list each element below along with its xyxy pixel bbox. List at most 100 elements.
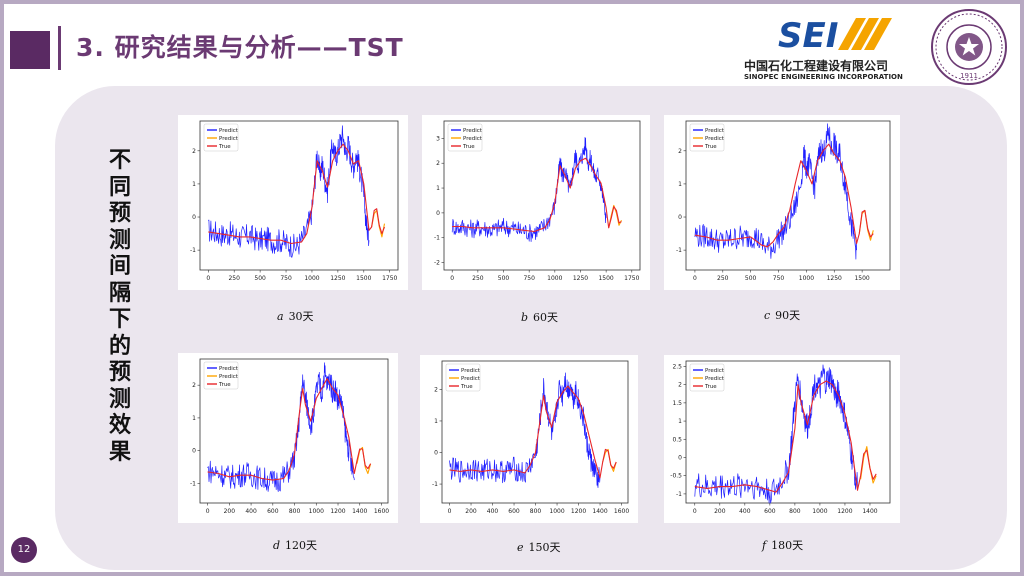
caption-e: e 150天 [517,541,561,554]
legend-box [203,123,239,152]
legend-box [447,123,483,152]
x-tick-label: 600 [267,508,279,515]
x-tick-label: 1500 [598,275,613,282]
x-tick-label: 1000 [304,275,319,282]
series-line-predict [694,364,858,504]
legend-label: Predict [705,128,725,134]
caption-d: d 120天 [273,539,318,552]
vertical-heading: 不同预测间隔下的预测效果 [108,148,131,465]
legend-label: Predict [705,136,725,142]
x-tick-label: 1600 [614,508,629,515]
page-number: 12 [11,537,37,563]
y-tick-label: 0 [678,214,682,221]
legend-label: Predict [705,376,725,382]
sei-logo-mark: SEI [778,16,838,56]
x-tick-label: 1250 [573,275,588,282]
x-tick-label: 1000 [549,508,564,515]
chart-card-c: 0 250 500 750 1000 1250 1500 -1 0 1 2 Predict Predic… [664,115,900,290]
x-tick-label: 750 [280,275,292,282]
x-tick-label: 500 [254,275,266,282]
y-tick-label: -1 [434,235,440,242]
chart-legend: Predict Predict True [203,361,239,390]
x-tick-label: 0 [693,508,697,515]
legend-label: Predict [219,366,239,372]
y-tick-label: 2 [436,160,440,167]
chart-card-f: 0 200 400 600 800 1000 1200 1400 -1 -0.5 0 0.5 1 1.5 2… [664,355,900,523]
caption-f: f 180天 [762,539,804,552]
chart-svg: 0 250 500 750 1000 1250 1500-1012PredictPredic… [676,120,891,282]
y-tick-label: 1 [678,418,682,425]
series-line-true [694,143,874,248]
legend-label: True [218,382,231,388]
chart-card-b: 0 250 500 750 1000 1250 1500 1750 -2 -1 0 1 2 3 Predic… [422,115,650,290]
x-tick-label: 1200 [837,508,852,515]
legend-label: True [462,144,475,150]
x-tick-label: 1500 [356,275,371,282]
legend-label: True [460,384,473,390]
company-name-cn: 中国石化工程建设有限公司 [744,59,889,73]
y-tick-label: -1 [432,481,438,488]
title-divider [58,26,61,70]
legend-label: True [704,384,717,390]
series-line-true [207,378,372,481]
x-tick-label: 1400 [592,508,607,515]
x-tick-label: 1200 [571,508,586,515]
series-line-predict [207,362,355,492]
y-tick-label: 1 [434,418,438,425]
y-tick-label: 0 [436,210,440,217]
x-tick-label: 1750 [382,275,397,282]
x-tick-label: 1250 [330,275,345,282]
y-tick-label: 2 [678,382,682,389]
y-tick-label: 0 [192,448,196,455]
x-tick-label: 1000 [799,275,814,282]
legend-box [689,363,725,392]
y-tick-label: 1.5 [672,400,682,407]
x-tick-label: 800 [289,508,301,515]
university-seal: 1911 [931,9,1007,85]
y-tick-label: 2.5 [672,363,682,370]
chart-legend: Predict Predict True [203,123,239,152]
legend-label: True [704,144,717,150]
legend-label: Predict [219,374,239,380]
slide-title: 3. 研究结果与分析——TST [76,33,404,62]
x-tick-label: 1250 [827,275,842,282]
x-tick-label: 1000 [812,508,827,515]
series-line-true [452,157,622,233]
series-line-predict [694,123,857,260]
legend-label: True [218,144,231,150]
x-tick-label: 1200 [330,508,345,515]
y-tick-label: -1 [190,480,196,487]
series-line-true [208,143,386,245]
x-tick-label: 200 [224,508,236,515]
y-tick-label: 2 [192,148,196,155]
y-tick-label: 3 [436,135,440,142]
chart-svg: 0 200 400 600 800 1000 1200 1400 1600 -1 0 1 2 Predic… [432,360,629,515]
seal-year: 1911 [960,72,978,80]
legend-label: Predict [705,368,725,374]
x-tick-label: 500 [745,275,757,282]
x-tick-label: 1400 [862,508,877,515]
x-tick-label: 0 [448,508,452,515]
chart-card-d: 0 200 400 600 800 1000 1200 1400 1600 -1 0 1 2 Predic… [178,353,398,523]
chart-legend: Predict Predict True [447,123,483,152]
y-tick-label: -1 [190,247,196,254]
seal-star-icon [959,37,979,56]
x-tick-label: 750 [773,275,785,282]
caption-b: b 60天 [521,311,559,324]
legend-label: Predict [461,376,481,382]
x-tick-label: 400 [245,508,257,515]
sei-logo: SEI [778,16,892,56]
legend-label: Predict [461,368,481,374]
chart-card-e: 0 200 400 600 800 1000 1200 1400 1600 -1 0 1 2 Predic… [420,355,638,523]
chart-card-a: 0 250 500 750 1000 1250 1500 1750 -1 0 1 2 Predict Pr… [178,115,408,290]
x-tick-label: 0 [693,275,697,282]
x-tick-label: 250 [228,275,240,282]
x-tick-label: 1400 [352,508,367,515]
y-tick-label: 0.5 [672,436,682,443]
title-accent-block [10,31,50,69]
chart-legend: Predict Predict True [445,363,481,392]
series-line-predict [449,372,601,488]
chart-legend: Predict Predict True [689,363,725,392]
x-tick-label: 0 [450,275,454,282]
y-tick-label: 2 [434,386,438,393]
